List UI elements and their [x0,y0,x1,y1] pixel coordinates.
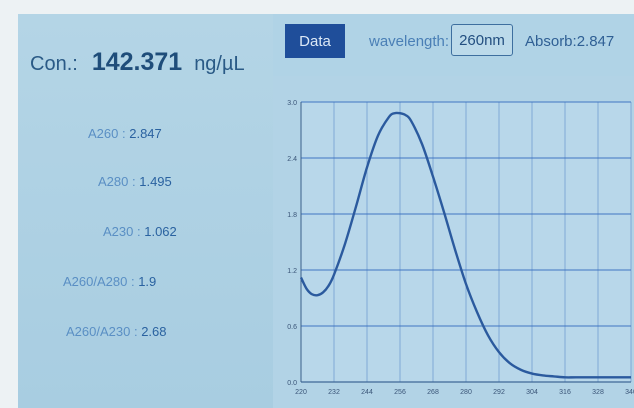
y-tick-label: 1.8 [287,212,297,219]
reading-label: A260/A280 [63,274,128,289]
reading-label: A260 [88,126,119,141]
y-tick-label: 0.0 [287,380,297,387]
reading-value: 2.847 [129,126,162,141]
x-tick-label: 340 [625,389,634,396]
x-tick-label: 292 [493,389,505,396]
reading-a260-a280: A260/A280 : 1.9 [63,274,157,289]
reading-label: A280 [98,174,129,189]
results-panel: Con.: 142.371 ng/µL A260 : 2.847 A280 : … [18,14,273,408]
x-tick-label: 256 [394,389,406,396]
y-tick-label: 3.0 [287,100,297,107]
spectrum-line [299,111,631,379]
x-tick-label: 232 [328,389,340,396]
x-tick-label: 328 [592,389,604,396]
spectrum-panel: Data wavelength: 260nm Absorb:2.847 0.0 0… [273,14,634,408]
x-tick-label: 280 [460,389,472,396]
reading-a260-a230: A260/A230 : 2.68 [66,324,167,339]
x-tick-label: 244 [361,389,373,396]
concentration-readout: Con.: 142.371 ng/µL [30,48,245,84]
reading-a230: A230 : 1.062 [103,224,177,239]
data-tab[interactable]: Data [285,24,345,58]
spectrum-toolbar: Data wavelength: 260nm Absorb:2.847 [273,14,634,76]
x-tick-label: 304 [526,389,538,396]
absorbance-label: Absorb: [525,33,577,50]
device-screen: Con.: 142.371 ng/µL A260 : 2.847 A280 : … [18,14,634,408]
reading-label: A230 [103,224,134,239]
concentration-label: Con.: [30,53,78,75]
reading-value: 2.68 [141,324,167,339]
spectrum-svg: 0.0 0.6 1.2 1.8 2.4 3.0 220 232 244 256 268 280 292 3… [287,100,634,396]
reading-value: 1.062 [144,224,177,239]
y-tick-label: 1.2 [287,268,297,275]
reading-value: 1.495 [139,174,172,189]
absorbance-value: 2.847 [576,33,615,50]
y-tick-label: 0.6 [287,324,297,331]
reading-a280: A280 : 1.495 [98,174,172,189]
absorbance-readout: Absorb:2.847 [525,33,614,50]
reading-label: A260/A230 [66,324,131,339]
wavelength-label: wavelength: [369,33,450,50]
concentration-value: 142.371 [91,48,183,76]
x-tick-label: 316 [559,389,571,396]
reading-value: 1.9 [138,274,157,289]
absorbance-spectrum-chart: 0.0 0.6 1.2 1.8 2.4 3.0 220 232 244 256 268 280 292 3… [273,76,634,408]
x-tick-label: 268 [427,389,439,396]
reading-a260: A260 : 2.847 [88,126,162,141]
y-tick-label: 2.4 [287,156,297,163]
wavelength-input[interactable]: 260nm [451,24,513,56]
concentration-unit: ng/µL [194,53,245,75]
x-tick-label: 220 [295,389,307,396]
